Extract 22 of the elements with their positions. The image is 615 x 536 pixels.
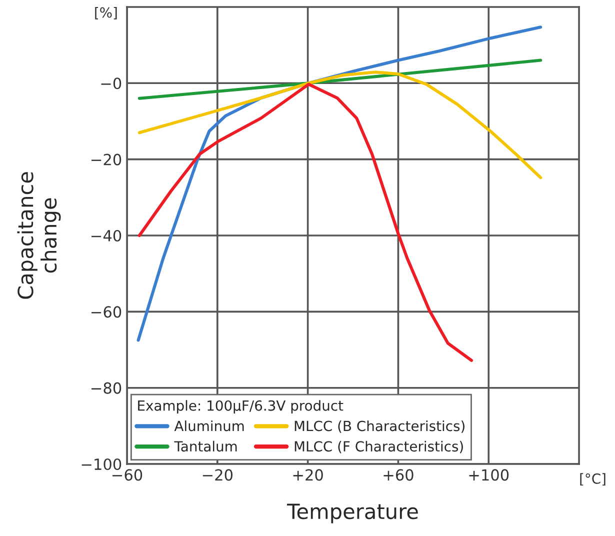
y-tick-label: −20 <box>92 154 122 166</box>
y-tick-label: −100 <box>82 458 122 470</box>
legend-label: MLCC (B Characteristics) <box>294 420 464 433</box>
legend-label: MLCC (F Characteristics) <box>294 440 463 454</box>
y-tick-label: −40 <box>92 230 122 242</box>
x-tick-label: +100 <box>469 469 509 481</box>
x-tick-label: −60 <box>112 469 142 481</box>
x-tick-label: +60 <box>384 469 414 481</box>
legend-label: Aluminum <box>174 420 244 432</box>
x-tick-label: +20 <box>293 469 323 481</box>
y-tick-label: −60 <box>92 306 122 318</box>
line-series <box>138 82 473 362</box>
x-tick-label: −20 <box>202 469 233 481</box>
legend-title: Example: 100µF/6.3V product <box>138 400 344 414</box>
text: [%] <box>95 6 117 20</box>
line-series <box>138 70 542 180</box>
y-axis-title: Capacitance change <box>17 172 61 299</box>
x-axis-title: Temperature <box>286 504 418 524</box>
y-tick-label: −0 <box>101 78 122 90</box>
text: [°C] <box>580 473 606 486</box>
y-tick-label: −80 <box>92 382 122 394</box>
legend-label: Tantalum <box>174 440 237 452</box>
